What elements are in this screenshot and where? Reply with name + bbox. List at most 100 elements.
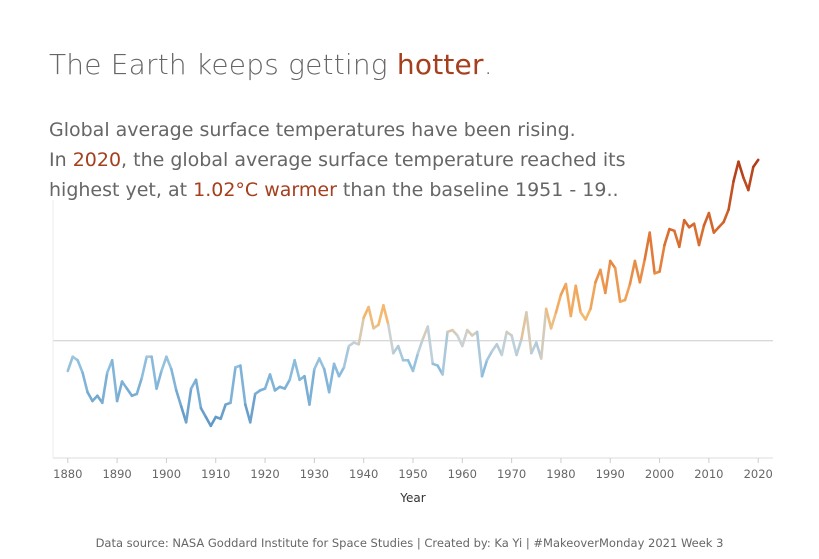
x-tick-label: 1990 xyxy=(596,467,625,481)
temperature-chart: 1880 1890 1900 1910 1920 1930 1940 1950 1960 1970… xyxy=(52,158,773,505)
series-line-segment xyxy=(194,378,203,410)
line3-text-b: than the baseline 1951 - 19.. xyxy=(336,179,619,201)
line3-text-a: highest yet, at xyxy=(49,179,194,201)
series-line-segment xyxy=(727,179,735,211)
series-line-segment xyxy=(165,355,173,371)
subtitle-line-1: Global average surface temperatures have… xyxy=(49,119,576,141)
series-line-segment xyxy=(638,257,647,284)
series-line-segment xyxy=(525,311,533,355)
series-line-segment xyxy=(322,367,331,394)
series-line-segment xyxy=(604,259,612,295)
series-line-segment xyxy=(623,282,632,302)
x-tick-label: 1940 xyxy=(349,467,378,481)
series-line-segment xyxy=(248,392,257,424)
series-line-segment xyxy=(628,259,637,286)
series-line-segment xyxy=(480,358,489,378)
series-line-segment xyxy=(416,337,425,355)
subtitle-line-3: highest yet, at 1.02°C warmer than the b… xyxy=(49,179,619,201)
x-tick-label: 2010 xyxy=(694,467,723,481)
series-line-segment xyxy=(702,211,711,227)
x-tick-label: 2020 xyxy=(744,467,773,481)
series-line-segment xyxy=(549,311,558,330)
series-line-segment xyxy=(342,344,351,369)
series-line-segment xyxy=(101,371,109,405)
series-line-segment xyxy=(722,208,730,224)
series-line-segment xyxy=(584,307,592,321)
series-line-segment xyxy=(318,357,326,371)
x-tick-label: 1930 xyxy=(300,467,329,481)
subtitle-line-2: In 2020, the global average surface temp… xyxy=(49,149,626,171)
series-line-segment xyxy=(81,371,89,394)
series-line-segment xyxy=(732,160,740,183)
series-line-segment xyxy=(184,387,193,424)
series-line-segment xyxy=(313,357,321,371)
series-line-segment xyxy=(658,243,666,273)
series-line-segment xyxy=(530,341,538,355)
series-line-segment xyxy=(569,284,578,318)
series-line-segment xyxy=(692,222,701,247)
series-line-segment xyxy=(574,284,582,314)
x-tick-label: 1890 xyxy=(102,467,131,481)
series-line-segment xyxy=(608,259,617,270)
x-tick-label: 1980 xyxy=(546,467,575,481)
series-line-segment xyxy=(663,227,671,247)
series-line-segment xyxy=(160,355,168,373)
series-line-segment xyxy=(367,305,375,330)
x-tick-label: 1920 xyxy=(250,467,279,481)
series-line-segment xyxy=(155,369,163,390)
series-line-segment xyxy=(751,158,760,169)
series-line-segment xyxy=(599,268,607,295)
series-line-segment xyxy=(120,380,129,390)
series-line-segment xyxy=(170,367,178,392)
x-tick-label: 1970 xyxy=(497,467,526,481)
series-line-segment xyxy=(327,362,336,394)
series-line-segment xyxy=(382,303,390,327)
x-tick-label: 1910 xyxy=(201,467,230,481)
series-line-segment xyxy=(229,366,237,405)
series-line-segment xyxy=(268,373,277,392)
series-line-segment xyxy=(140,355,148,380)
series-line-segment xyxy=(174,389,183,408)
series-line-segment xyxy=(678,218,686,249)
series-line-segment xyxy=(293,358,301,382)
series-line-segment xyxy=(707,211,716,234)
series-line-segment xyxy=(456,334,464,348)
series-line-segment xyxy=(564,282,573,318)
series-line-segment xyxy=(475,330,484,378)
series-line-segment xyxy=(485,350,494,362)
x-tick-label: 1880 xyxy=(53,467,82,481)
series-line-segment xyxy=(357,316,365,346)
series-line-segment xyxy=(682,218,691,229)
series-line-segment xyxy=(125,387,134,398)
series-line-segment xyxy=(520,311,528,341)
series-line-segment xyxy=(115,380,124,403)
series-line-segment xyxy=(377,303,385,327)
series-line-segment xyxy=(737,160,745,179)
series-line-segment xyxy=(66,355,75,373)
x-tick-label: 2000 xyxy=(645,467,674,481)
series-line-segment xyxy=(544,307,553,330)
series-line-segment xyxy=(283,378,292,390)
series-line-segment xyxy=(396,344,405,362)
series-line-segment xyxy=(244,403,252,424)
temperature-series xyxy=(66,158,760,428)
x-axis-title: Year xyxy=(399,491,425,505)
x-tick-label: 1950 xyxy=(398,467,427,481)
series-line-segment xyxy=(539,307,548,360)
title-end: . xyxy=(483,48,493,81)
footer-credits: Data source: NASA Goddard Institute for … xyxy=(95,536,724,550)
series-line-segment xyxy=(219,403,227,421)
series-line-segment xyxy=(643,231,652,261)
line2-text-b: , the global average surface temperature… xyxy=(121,149,626,171)
year-highlight: 2020 xyxy=(72,149,122,171)
series-line-segment xyxy=(411,351,420,373)
series-line-segment xyxy=(747,165,755,192)
x-tick-label: 1900 xyxy=(152,467,181,481)
series-line-segment xyxy=(86,390,94,403)
series-line-segment xyxy=(441,330,449,376)
series-line-segment xyxy=(554,293,563,314)
series-line-segment xyxy=(199,406,208,419)
series-line-segment xyxy=(515,337,523,357)
series-line-segment xyxy=(633,259,642,284)
series-line-segment xyxy=(648,231,656,275)
